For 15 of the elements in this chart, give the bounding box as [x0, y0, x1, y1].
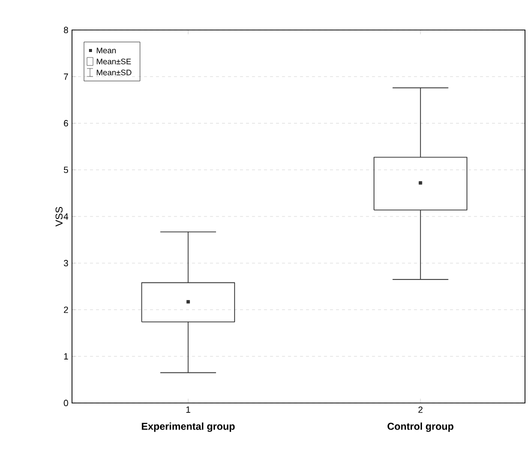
y-tick-label: 3 [64, 260, 68, 266]
y-tick-label: 6 [64, 120, 68, 126]
y-tick-label: 7 [64, 74, 68, 80]
text: Experimental group [142, 422, 235, 432]
y-tick-label: 2 [64, 306, 68, 313]
annotation: Mean±SD [96, 70, 132, 76]
y-tick-label: 1 [64, 353, 68, 360]
y-axis-title: VSS [56, 206, 63, 226]
y-tick-label: 0 [64, 400, 68, 406]
text: Control group [388, 422, 454, 432]
y-tick-label: 4 [64, 213, 68, 220]
y-tick-label: 5 [64, 166, 68, 174]
annotation: Mean±SE [96, 58, 131, 64]
annotation: Mean [96, 48, 116, 54]
y-tick-label: 8 [64, 26, 68, 34]
